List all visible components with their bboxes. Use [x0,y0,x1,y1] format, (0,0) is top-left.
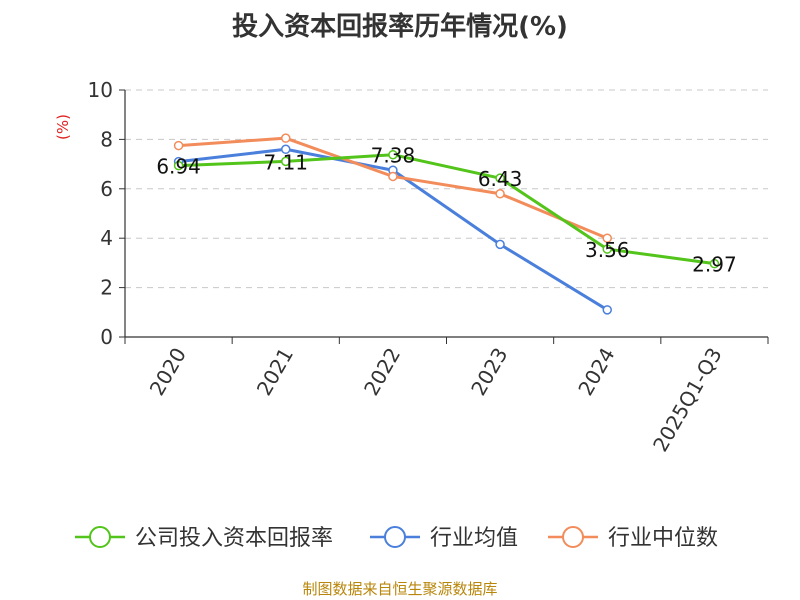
series-layer [173,133,720,315]
data-point [173,160,184,171]
data-point [709,258,720,269]
data-label: 7.38 [371,144,416,168]
chart-title: 投入资本回报率历年情况(%) [232,12,568,42]
legend-marker [562,526,584,548]
data-point [495,188,505,199]
y-tick-label: 0 [100,325,113,349]
y-axis-unit: (%) [54,114,72,140]
y-tick-label: 2 [100,276,113,300]
data-point [281,156,291,167]
data-point [602,244,612,254]
data-label: 6.94 [156,155,201,179]
data-point [495,173,505,183]
data-label: 2.97 [692,253,737,277]
data-point [495,239,505,250]
y-tick-label: 8 [100,127,113,151]
source-note: 制图数据来自恒生聚源数据库 [302,580,498,598]
x-tick-label: 2024 [573,344,619,400]
data-point [602,233,612,243]
y-tick-label: 4 [100,226,113,250]
data-label: 3.56 [585,238,630,262]
legend-label: 行业均值 [430,526,518,551]
y-tick-label: 6 [100,177,113,201]
x-tick-label: 2025Q1-Q3 [648,344,727,456]
x-tick-label: 2023 [466,344,512,400]
y-tick-label: 10 [88,78,113,102]
data-point [281,144,291,155]
data-point [602,305,612,315]
legend-marker [384,526,406,548]
data-point [281,133,291,143]
data-point [173,140,184,151]
data-point [388,171,398,182]
data-label: 6.43 [478,167,523,191]
legend-label: 公司投入资本回报率 [135,526,333,551]
legend-marker [89,526,111,548]
series-line-0 [178,153,715,266]
x-tick-label: 2022 [359,344,405,400]
x-tick-label: 2020 [145,344,191,400]
x-tick-label: 2021 [252,344,298,400]
data-label: 7.11 [263,150,308,174]
axis-layer: 0 2 4 6 8 10 (%) 2020 2021 2022 2023 2024 2025Q1-Q3 [54,78,769,456]
grid-layer [125,89,768,289]
legend-label: 行业中位数 [608,526,718,551]
data-point [388,149,398,160]
data-label-layer: 6.94 7.11 7.38 6.43 3.56 2.97 [156,144,736,277]
legend: 公司投入资本回报率 行业均值 行业中位数 [75,526,718,551]
